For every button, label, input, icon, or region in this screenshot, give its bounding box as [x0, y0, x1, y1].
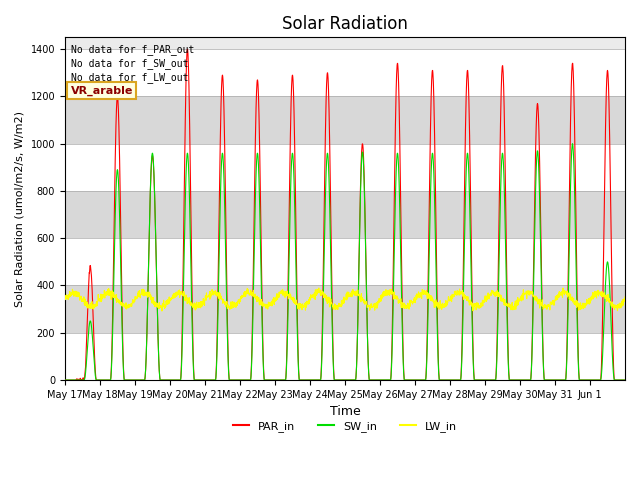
Bar — [65, 49, 625, 96]
PAR_in — [61, 377, 68, 383]
SW_in — [545, 377, 553, 383]
Bar — [65, 286, 625, 333]
SW_in — [613, 377, 621, 383]
LW_in — [379, 292, 387, 298]
SW_in — [514, 377, 522, 383]
Text: No data for f_SW_out: No data for f_SW_out — [70, 58, 188, 69]
SW_in — [568, 141, 576, 146]
PAR_in — [184, 46, 191, 52]
SW_in — [621, 377, 629, 383]
Text: No data for f_PAR_out: No data for f_PAR_out — [70, 44, 194, 55]
Bar — [65, 96, 625, 144]
Line: PAR_in: PAR_in — [65, 49, 625, 380]
LW_in — [315, 285, 323, 291]
SW_in — [379, 377, 387, 383]
PAR_in — [117, 231, 125, 237]
LW_in — [117, 300, 125, 305]
SW_in — [117, 268, 125, 274]
LW_in — [546, 304, 554, 310]
Line: SW_in: SW_in — [65, 144, 625, 380]
LW_in — [614, 308, 621, 313]
Bar — [65, 238, 625, 286]
LW_in — [238, 292, 246, 298]
Bar — [65, 144, 625, 191]
PAR_in — [545, 377, 553, 383]
Title: Solar Radiation: Solar Radiation — [282, 15, 408, 33]
PAR_in — [613, 377, 621, 383]
Y-axis label: Solar Radiation (umol/m2/s, W/m2): Solar Radiation (umol/m2/s, W/m2) — [15, 111, 25, 307]
Bar — [65, 191, 625, 238]
LW_in — [158, 308, 166, 314]
X-axis label: Time: Time — [330, 405, 360, 418]
PAR_in — [514, 377, 522, 383]
PAR_in — [238, 377, 246, 383]
SW_in — [238, 377, 246, 383]
Bar — [65, 333, 625, 380]
Text: VR_arable: VR_arable — [70, 85, 133, 96]
LW_in — [61, 296, 68, 301]
PAR_in — [379, 377, 387, 383]
Text: No data for f_LW_out: No data for f_LW_out — [70, 72, 188, 83]
PAR_in — [621, 377, 629, 383]
Line: LW_in: LW_in — [65, 288, 625, 311]
LW_in — [621, 294, 629, 300]
SW_in — [61, 377, 68, 383]
LW_in — [514, 302, 522, 308]
Legend: PAR_in, SW_in, LW_in: PAR_in, SW_in, LW_in — [228, 416, 461, 436]
